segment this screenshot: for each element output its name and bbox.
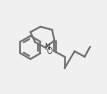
- Text: N: N: [44, 43, 50, 52]
- Text: O: O: [47, 47, 53, 56]
